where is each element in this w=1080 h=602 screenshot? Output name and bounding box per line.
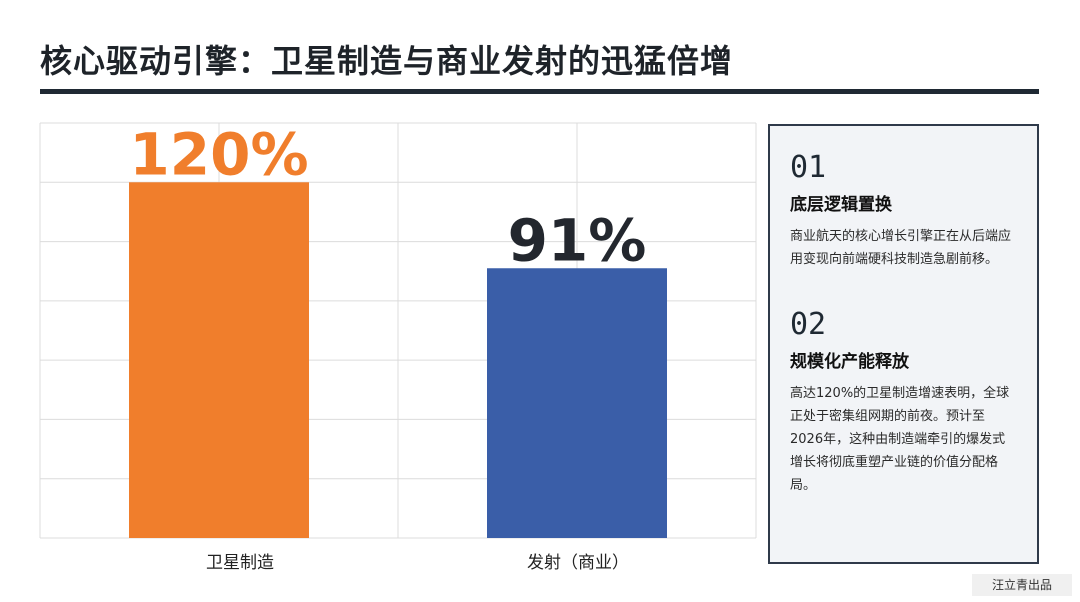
bar-value-label-1: 91% [508, 206, 647, 274]
x-tick-label-0: 卫星制造 [206, 553, 274, 573]
section-body: 商业航天的核心增长引擎正在从后端应用变现向前端硬科技制造急剧前移。 [790, 229, 1012, 267]
section-heading: 规模化产能释放 [790, 352, 909, 372]
bar-chart: 120% 91% [39, 120, 757, 539]
section-heading: 底层逻辑置换 [790, 195, 892, 215]
section-body: 高达120%的卫星制造增速表明，全球正处于密集组网期的前夜。预计至2026年，这… [790, 386, 1010, 493]
bar-1 [487, 268, 667, 538]
insight-section-2: 02 规模化产能释放 高达120%的卫星制造增速表明，全球正处于密集组网期的前夜… [790, 309, 1017, 497]
page-title: 核心驱动引擎：卫星制造与商业发射的迅猛倍增 [40, 42, 734, 80]
chart-svg: 120% 91% [39, 120, 757, 539]
insight-section-1: 01 底层逻辑置换 商业航天的核心增长引擎正在从后端应用变现向前端硬科技制造急剧… [790, 152, 1017, 271]
section-number: 02 [790, 307, 827, 342]
credit-label: 汪立青出品 [972, 574, 1072, 596]
bar-value-label-0: 120% [129, 120, 308, 188]
title-divider [40, 89, 1039, 94]
x-tick-label-1: 发射（商业） [527, 553, 629, 573]
bar-0 [129, 182, 309, 538]
insight-panel: 01 底层逻辑置换 商业航天的核心增长引擎正在从后端应用变现向前端硬科技制造急剧… [768, 124, 1039, 564]
section-number: 01 [790, 150, 827, 185]
